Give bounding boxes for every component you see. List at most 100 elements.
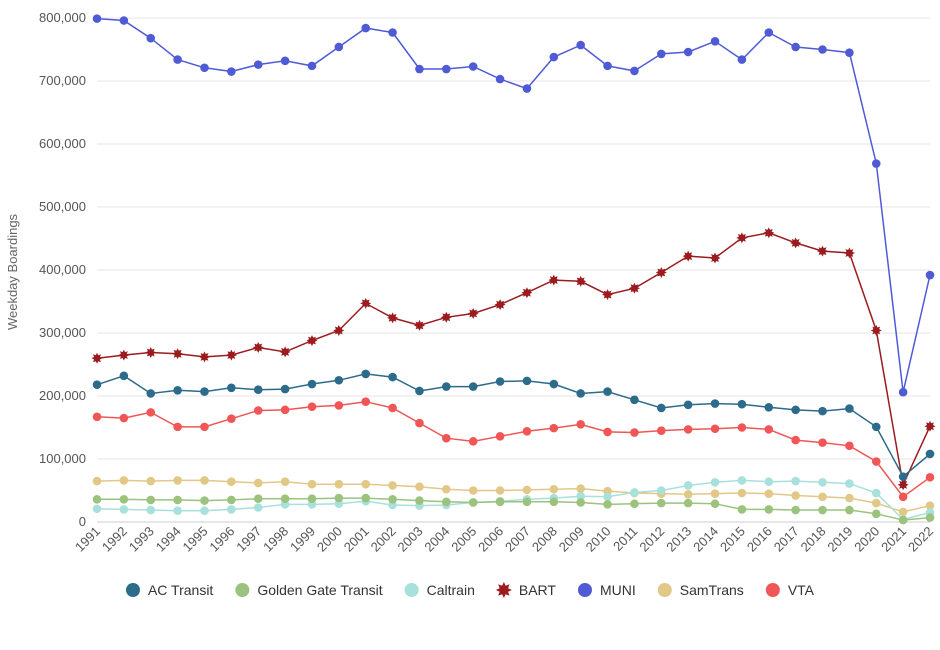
data-point-ac-transit	[845, 404, 854, 413]
data-point-bart	[736, 232, 748, 244]
data-point-muni	[656, 49, 666, 59]
data-point-caltrain	[656, 486, 666, 495]
y-tick-label: 200,000	[39, 388, 86, 403]
data-point-samtrans	[388, 481, 397, 490]
data-point-bart	[924, 420, 936, 432]
data-point-vta	[898, 492, 908, 502]
data-point-muni	[818, 45, 827, 54]
y-tick-label: 600,000	[39, 136, 86, 151]
data-point-bart	[763, 227, 775, 239]
data-point-golden-gate-transit	[280, 494, 290, 503]
data-point-ac-transit	[119, 371, 129, 381]
series-line-vta	[96, 400, 931, 498]
data-point-muni	[764, 28, 774, 37]
data-point-vta	[119, 413, 129, 423]
x-tick-label: 2006	[475, 524, 506, 555]
data-point-golden-gate-transit	[415, 496, 424, 505]
legend-label: VTA	[788, 582, 815, 598]
data-point-samtrans	[200, 476, 209, 485]
data-point-samtrans	[173, 476, 182, 485]
legend-marker	[657, 583, 672, 597]
data-point-vta	[307, 402, 317, 412]
data-point-muni	[791, 42, 800, 52]
data-point-caltrain	[845, 479, 854, 488]
data-point-golden-gate-transit	[200, 496, 209, 505]
data-point-samtrans	[280, 477, 290, 486]
x-tick-label: 2001	[341, 524, 372, 555]
legend-item-vta: VTA	[765, 582, 815, 598]
legend: AC Transit Golden Gate Transit Caltrain BAR…	[125, 582, 815, 598]
data-point-samtrans	[495, 486, 505, 495]
data-point-samtrans	[898, 507, 908, 517]
data-point-golden-gate-transit	[92, 495, 102, 504]
y-tick-label: 0	[79, 514, 86, 529]
data-point-bart	[494, 299, 506, 311]
x-tick-label: 2008	[529, 524, 560, 555]
data-point-ac-transit	[415, 386, 424, 396]
data-point-muni	[92, 14, 102, 23]
data-point-samtrans	[146, 476, 156, 486]
data-point-caltrain	[227, 505, 236, 514]
data-point-samtrans	[442, 484, 451, 494]
data-point-golden-gate-transit	[361, 493, 371, 503]
data-point-ac-transit	[442, 382, 451, 391]
data-point-bart	[145, 347, 157, 358]
data-point-caltrain	[173, 506, 182, 515]
data-point-vta	[871, 457, 881, 466]
data-point-caltrain	[119, 505, 129, 514]
data-point-muni	[737, 55, 747, 64]
data-point-bart	[91, 352, 103, 364]
data-point-bart	[118, 349, 130, 361]
legend-label: SamTrans	[680, 582, 744, 598]
legend-label: AC Transit	[148, 582, 213, 598]
data-point-bart	[387, 312, 399, 324]
data-point-ac-transit	[307, 379, 317, 389]
data-point-samtrans	[764, 489, 774, 498]
x-axis-ticks: 1991199219931994199519961997199819992000…	[72, 524, 936, 555]
data-point-samtrans	[227, 477, 236, 486]
data-point-bart	[897, 479, 909, 491]
data-point-samtrans	[737, 488, 747, 498]
data-point-vta	[388, 403, 397, 413]
legend-item-samtrans: SamTrans	[657, 582, 744, 598]
data-point-golden-gate-transit	[871, 509, 881, 519]
data-point-vta	[630, 428, 639, 437]
x-tick-label: 2018	[798, 524, 829, 555]
data-point-ac-transit	[388, 372, 397, 382]
data-point-muni	[119, 16, 129, 25]
data-point-ac-transit	[683, 400, 693, 410]
x-tick-label: 2017	[771, 524, 802, 555]
series-line-muni	[96, 17, 931, 393]
x-tick-label: 2009	[556, 524, 587, 555]
data-point-ac-transit	[737, 399, 747, 409]
series-bart	[91, 227, 936, 491]
data-point-vta	[845, 441, 854, 451]
data-point-vta	[603, 427, 612, 437]
data-point-golden-gate-transit	[818, 505, 827, 515]
x-tick-label: 1995	[180, 524, 211, 555]
x-tick-label: 2013	[663, 524, 694, 555]
data-point-bart	[521, 287, 533, 299]
series-line-samtrans	[96, 479, 931, 513]
data-point-caltrain	[791, 476, 800, 486]
data-point-bart	[628, 282, 640, 294]
data-point-muni	[442, 64, 451, 74]
data-point-ac-transit	[656, 403, 666, 413]
data-point-golden-gate-transit	[495, 497, 505, 507]
x-tick-label: 1994	[153, 524, 184, 555]
data-point-ac-transit	[334, 375, 344, 385]
legend-label: BART	[519, 582, 557, 598]
y-tick-label: 300,000	[39, 325, 86, 340]
data-point-samtrans	[871, 498, 881, 508]
data-point-ac-transit	[522, 376, 532, 386]
data-point-ac-transit	[468, 382, 478, 391]
series-layer	[91, 14, 936, 525]
legend-label: Golden Gate Transit	[257, 582, 382, 598]
legend-item-muni: MUNI	[577, 582, 636, 598]
data-point-vta	[361, 397, 371, 406]
data-point-bart	[602, 289, 613, 301]
data-point-ac-transit	[200, 387, 209, 396]
data-point-ac-transit	[227, 383, 236, 393]
data-point-muni	[200, 63, 209, 73]
legend-marker	[235, 583, 250, 597]
